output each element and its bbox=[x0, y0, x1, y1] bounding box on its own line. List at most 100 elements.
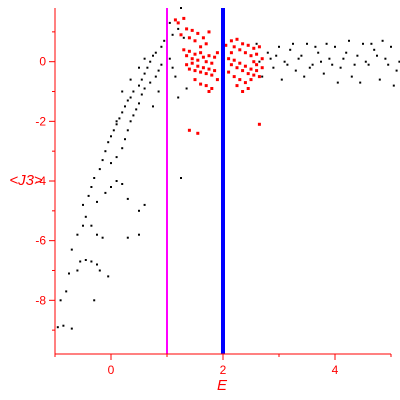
point-s0-21 bbox=[126, 236, 129, 239]
point-s0-51 bbox=[110, 162, 112, 165]
point-s0-135 bbox=[359, 81, 362, 84]
point-s0-64 bbox=[157, 69, 160, 72]
point-s0-62 bbox=[149, 81, 152, 84]
point-s0-2 bbox=[70, 327, 73, 330]
point-s0-107 bbox=[345, 51, 348, 54]
point-s1-79 bbox=[252, 60, 256, 64]
x-tick-label-0: 0 bbox=[108, 363, 115, 377]
point-s0-68 bbox=[129, 78, 132, 81]
point-s1-24 bbox=[213, 55, 217, 59]
point-s0-114 bbox=[384, 57, 387, 60]
point-s1-6 bbox=[190, 28, 194, 32]
point-s1-3 bbox=[179, 33, 183, 37]
point-s1-52 bbox=[246, 43, 250, 47]
point-s0-95 bbox=[278, 45, 280, 48]
point-s1-48 bbox=[235, 37, 239, 41]
point-s0-132 bbox=[325, 42, 328, 45]
point-s1-58 bbox=[227, 57, 231, 61]
point-s0-104 bbox=[328, 57, 331, 60]
point-s0-36 bbox=[110, 135, 112, 138]
point-s0-99 bbox=[300, 54, 303, 57]
point-s0-27 bbox=[98, 168, 101, 171]
point-s0-45 bbox=[138, 84, 140, 87]
point-s0-47 bbox=[143, 72, 146, 75]
point-s1-30 bbox=[196, 64, 200, 68]
point-s1-67 bbox=[252, 73, 256, 77]
point-s1-62 bbox=[238, 61, 242, 65]
point-s1-65 bbox=[246, 72, 250, 76]
point-s0-49 bbox=[149, 60, 152, 63]
point-s0-55 bbox=[126, 129, 129, 132]
point-s1-10 bbox=[201, 36, 205, 40]
point-s0-133 bbox=[336, 81, 339, 84]
point-s0-75 bbox=[168, 57, 171, 60]
point-s0-92 bbox=[255, 42, 258, 45]
point-s0-61 bbox=[143, 87, 146, 90]
point-s1-55 bbox=[255, 52, 259, 56]
point-s0-103 bbox=[322, 72, 325, 75]
point-s0-127 bbox=[269, 57, 272, 60]
point-s0-7 bbox=[79, 260, 82, 263]
point-s0-105 bbox=[334, 45, 336, 48]
point-s0-113 bbox=[378, 78, 381, 81]
point-s0-128 bbox=[280, 78, 283, 81]
point-s0-155 bbox=[398, 60, 400, 63]
point-s1-12 bbox=[207, 30, 211, 34]
point-s0-44 bbox=[132, 90, 135, 93]
point-s0-82 bbox=[152, 105, 154, 108]
point-s0-109 bbox=[356, 54, 359, 57]
point-s1-38 bbox=[193, 78, 197, 82]
point-s0-69 bbox=[138, 66, 140, 69]
point-s0-0 bbox=[56, 326, 59, 329]
point-s0-14 bbox=[70, 248, 73, 251]
y-axis-title: <J3> bbox=[9, 172, 43, 189]
point-s0-9 bbox=[90, 260, 93, 263]
point-s0-71 bbox=[154, 51, 157, 54]
point-s0-97 bbox=[289, 48, 292, 51]
point-s1-32 bbox=[201, 66, 205, 70]
point-s1-63 bbox=[241, 69, 245, 73]
point-s0-52 bbox=[115, 156, 118, 159]
point-s0-6 bbox=[76, 269, 79, 272]
point-s1-20 bbox=[201, 55, 205, 59]
point-s0-37 bbox=[112, 129, 115, 132]
point-s1-60 bbox=[232, 58, 236, 62]
point-s0-3 bbox=[59, 299, 62, 302]
point-s0-102 bbox=[317, 51, 320, 54]
point-s0-143 bbox=[258, 60, 261, 63]
y-tick-label--6: -6 bbox=[35, 234, 46, 248]
point-s1-1 bbox=[176, 21, 180, 25]
point-s0-67 bbox=[121, 90, 124, 93]
y-tick-label--8: -8 bbox=[35, 293, 46, 307]
point-s0-32 bbox=[110, 186, 112, 188]
point-s0-30 bbox=[96, 200, 98, 203]
point-s1-4 bbox=[185, 27, 189, 31]
point-s1-40 bbox=[204, 84, 208, 88]
point-s0-63 bbox=[154, 75, 157, 78]
point-s0-4 bbox=[65, 290, 68, 293]
point-s0-94 bbox=[272, 66, 275, 69]
point-s0-130 bbox=[303, 75, 306, 78]
point-s0-100 bbox=[306, 42, 308, 45]
point-s0-1 bbox=[62, 324, 65, 327]
point-s0-15 bbox=[76, 233, 79, 236]
point-s0-43 bbox=[129, 96, 132, 99]
point-s1-21 bbox=[204, 60, 208, 64]
point-s1-11 bbox=[204, 42, 208, 46]
point-s0-10 bbox=[96, 263, 98, 266]
point-s0-17 bbox=[84, 215, 87, 218]
point-s1-18 bbox=[196, 58, 200, 62]
point-s0-152 bbox=[364, 60, 367, 63]
point-s0-28 bbox=[101, 159, 104, 162]
point-s0-41 bbox=[124, 105, 126, 108]
point-s1-41 bbox=[207, 90, 211, 93]
point-s0-115 bbox=[390, 45, 392, 48]
point-s1-9 bbox=[199, 45, 203, 49]
x-tick-label-4: 4 bbox=[332, 363, 339, 377]
point-s1-64 bbox=[243, 64, 247, 68]
point-s0-144 bbox=[275, 54, 278, 57]
point-s1-8 bbox=[196, 31, 200, 35]
point-s1-50 bbox=[241, 42, 245, 46]
point-s0-154 bbox=[387, 63, 390, 66]
point-s0-5 bbox=[68, 272, 70, 275]
